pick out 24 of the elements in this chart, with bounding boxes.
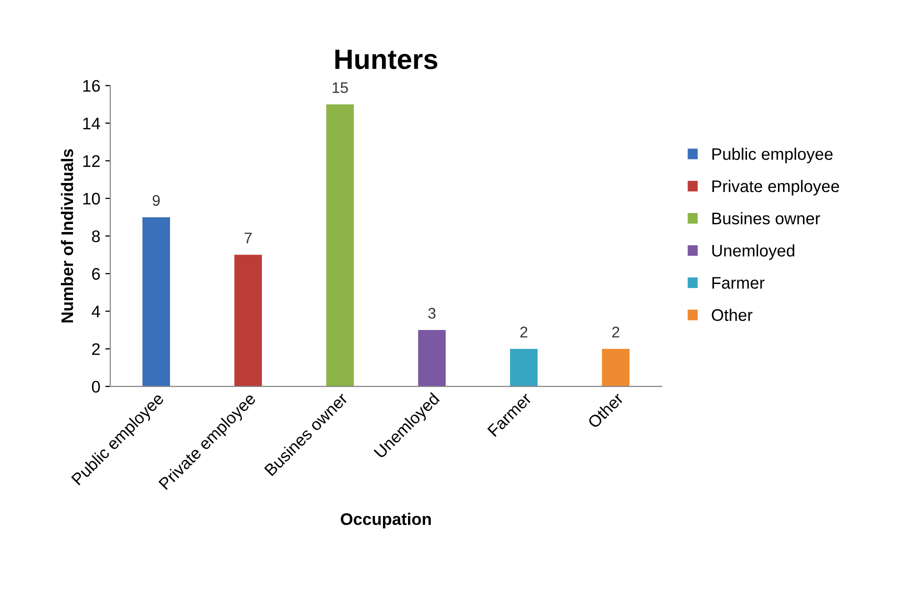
data-label: 3 bbox=[428, 308, 436, 319]
chart-title: Hunters bbox=[335, 50, 438, 70]
y-tick-label: 12 bbox=[83, 155, 100, 167]
y-tick-label: 16 bbox=[83, 80, 100, 92]
y-tick-label: 2 bbox=[92, 343, 100, 355]
legend-label: Public employee bbox=[712, 148, 833, 164]
y-tick-label: 14 bbox=[83, 118, 100, 130]
legend-label: Busines owner bbox=[712, 212, 820, 224]
legend-label: Private employee bbox=[712, 180, 840, 196]
legend-label: Other bbox=[712, 308, 752, 321]
data-label: 7 bbox=[244, 232, 252, 244]
y-axis-title: Number of Individuals bbox=[60, 149, 74, 322]
y-tick-label: 0 bbox=[92, 380, 100, 393]
data-label: 9 bbox=[152, 195, 160, 206]
y-tick-label: 10 bbox=[83, 192, 100, 205]
x-axis-title: Occupation bbox=[340, 512, 431, 528]
y-tick-label: 4 bbox=[92, 306, 100, 318]
legend-label: Farmer bbox=[712, 277, 764, 289]
data-label: 15 bbox=[332, 82, 348, 94]
data-label: 2 bbox=[520, 326, 528, 338]
y-tick-label: 8 bbox=[92, 230, 100, 242]
y-tick-label: 6 bbox=[92, 268, 100, 280]
legend-label: Unemloyed bbox=[712, 244, 794, 260]
data-label: 2 bbox=[612, 326, 620, 338]
